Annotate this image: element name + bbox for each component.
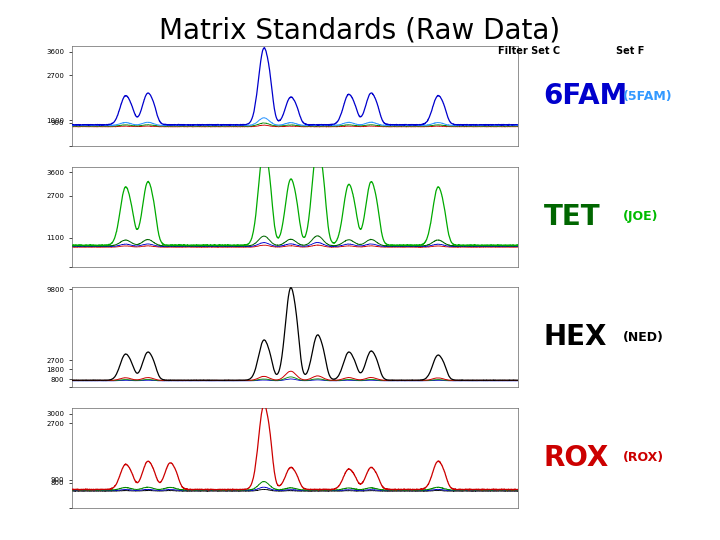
Text: 6FAM: 6FAM [544,83,628,110]
Text: (5FAM): (5FAM) [623,90,672,103]
Text: Filter Set C: Filter Set C [498,46,560,56]
Text: HEX: HEX [544,323,607,351]
Text: (JOE): (JOE) [623,210,658,224]
Text: ROX: ROX [544,444,609,471]
Text: (NED): (NED) [623,330,664,344]
Text: (ROX): (ROX) [623,451,664,464]
Text: Matrix Standards (Raw Data): Matrix Standards (Raw Data) [159,16,561,44]
Text: Set F: Set F [616,46,644,56]
Text: TET: TET [544,203,600,231]
